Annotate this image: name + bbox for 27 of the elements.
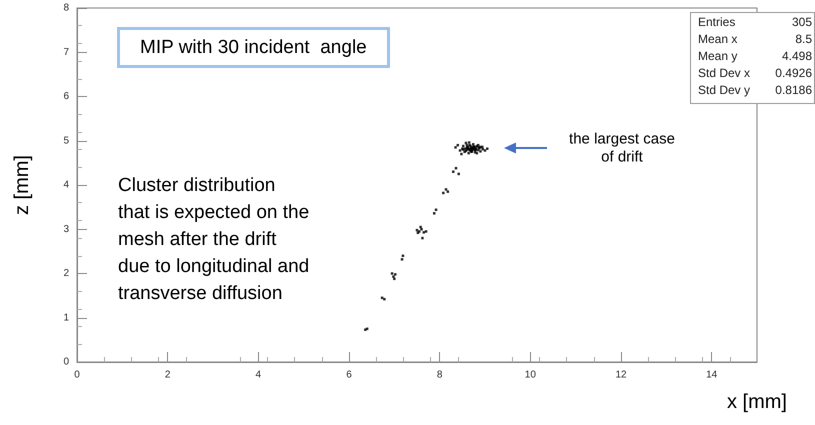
x-tick-label: 4 [256,370,262,380]
y-axis-title: z [mm] [11,155,33,215]
annotation: the largest case of drift [569,130,675,166]
x-tick-label: 10 [524,370,536,380]
x-tick-label: 8 [436,370,443,380]
text: Entries 305 [698,15,812,29]
annotation: Cluster distribution that is expected on the mesh after the drift due to longitudinal and transverse diffusion [118,175,310,304]
y-tick-label: 0 [63,356,70,368]
x-tick-label: 14 [706,370,718,380]
x-tick-label: 0 [74,370,80,380]
text: Std Dev x 0.4926 [698,66,812,80]
text: Mean y 4.498 [698,49,812,63]
x-tick-label: 6 [346,370,352,380]
y-tick-label: 2 [63,268,70,279]
y-tick-label: 4 [63,180,70,190]
x-tick-label: 2 [164,370,171,380]
y-tick-label: 1 [63,312,70,324]
y-tick-label: 8 [63,2,70,14]
y-tick-label: 3 [63,224,70,235]
y-tick-label: 5 [63,135,70,146]
text: Mean x 8.5 [698,32,812,46]
text: MIP with 30 incident angle [140,37,367,58]
text: Std Dev y 0.8186 [698,83,812,97]
x-axis-title: x [mm] [727,391,787,413]
y-tick-label: 6 [63,91,70,102]
y-tick-label: 7 [63,46,70,58]
x-tick-label: 12 [615,370,627,380]
